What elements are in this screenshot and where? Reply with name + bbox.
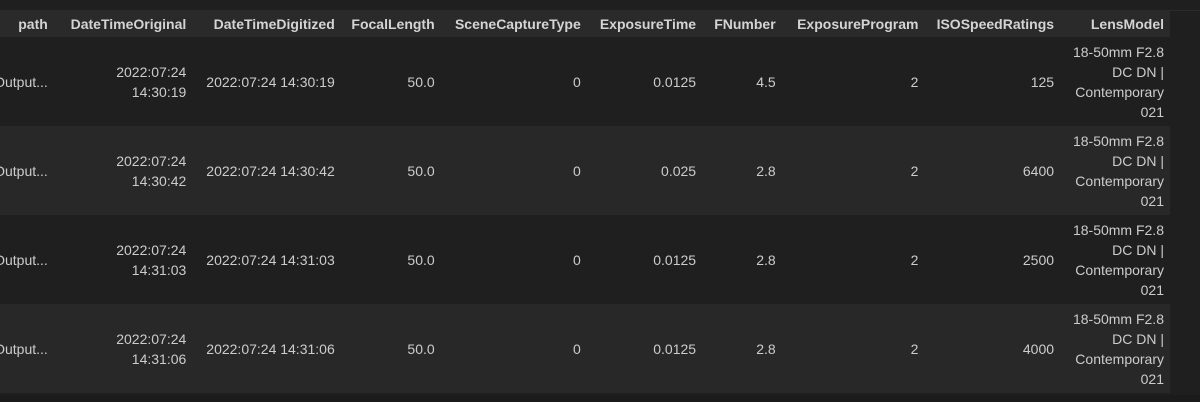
cell-datetimedigitized: 2022:07:24 14:30:19 xyxy=(192,37,341,126)
column-header-lensmodel: LensModel xyxy=(1060,10,1170,37)
cell-path: Output... xyxy=(0,215,54,304)
cell-path: Output... xyxy=(0,304,54,393)
cell-scenecapturetype: 0 xyxy=(440,215,587,304)
column-header-path: path xyxy=(0,10,54,37)
cell-lensmodel: 18-50mm F2.8 DC DN | Contemporary 021 xyxy=(1060,126,1170,215)
cell-isospeedratings: 6400 xyxy=(924,126,1061,215)
cell-scenecapturetype: 0 xyxy=(440,126,587,215)
cell-lensmodel: 18-50mm F2.8 DC DN | Contemporary 021 xyxy=(1060,304,1170,393)
cell-datetimeoriginal: 2022:07:24 14:31:06 xyxy=(53,304,193,393)
column-header-fnumber: FNumber xyxy=(702,10,782,37)
cell-datetimedigitized: 2022:07:24 14:31:03 xyxy=(192,215,341,304)
column-header-scenecapturetype: SceneCaptureType xyxy=(440,10,587,37)
cell-scenecapturetype: 0 xyxy=(440,37,587,126)
cell-exposureprogram: 2 xyxy=(781,304,925,393)
cell-datetimedigitized: 2022:07:24 14:31:06 xyxy=(192,304,341,393)
cell-exposureprogram: 2 xyxy=(781,37,925,126)
cell-fnumber: 2.8 xyxy=(702,304,782,393)
cell-exposureprogram: 2 xyxy=(781,215,925,304)
cell-focallength: 50.0 xyxy=(340,215,441,304)
cell-exposuretime: 0.0125 xyxy=(586,304,703,393)
header-row: path DateTimeOriginal DateTimeDigitized Foc… xyxy=(0,10,1170,37)
cell-focallength: 50.0 xyxy=(340,126,441,215)
cell-datetimeoriginal: 2022:07:24 14:30:42 xyxy=(53,126,193,215)
cell-datetimeoriginal: 2022:07:24 14:30:19 xyxy=(53,37,193,126)
cell-focallength: 50.0 xyxy=(340,304,441,393)
cell-exposuretime: 0.025 xyxy=(586,126,703,215)
column-header-exposuretime: ExposureTime xyxy=(586,10,703,37)
column-header-focallength: FocalLength xyxy=(340,10,441,37)
cell-scenecapturetype: 0 xyxy=(440,304,587,393)
cell-lensmodel: 18-50mm F2.8 DC DN | Contemporary 021 xyxy=(1060,215,1170,304)
cell-path: Output... xyxy=(0,37,54,126)
cell-exposuretime: 0.0125 xyxy=(586,215,703,304)
cell-datetimeoriginal: 2022:07:24 14:31:03 xyxy=(53,215,193,304)
cell-isospeedratings: 4000 xyxy=(924,304,1061,393)
column-header-isospeedratings: ISOSpeedRatings xyxy=(924,10,1061,37)
column-header-datetimeoriginal: DateTimeOriginal xyxy=(53,10,193,37)
column-header-datetimedigitized: DateTimeDigitized xyxy=(192,10,341,37)
output-bottom xyxy=(0,395,1200,402)
cell-fnumber: 4.5 xyxy=(702,37,782,126)
cell-isospeedratings: 125 xyxy=(924,37,1061,126)
cell-exposureprogram: 2 xyxy=(781,126,925,215)
cell-lensmodel: 18-50mm F2.8 DC DN | Contemporary 021 xyxy=(1060,37,1170,126)
cell-isospeedratings: 2500 xyxy=(924,215,1061,304)
cell-datetimedigitized: 2022:07:24 14:30:42 xyxy=(192,126,341,215)
column-header-exposureprogram: ExposureProgram xyxy=(781,10,925,37)
cell-path: Output... xyxy=(0,126,54,215)
cell-fnumber: 2.8 xyxy=(702,215,782,304)
dataframe-table: path DateTimeOriginal DateTimeDigitized Foc… xyxy=(0,10,1170,393)
cell-exposuretime: 0.0125 xyxy=(586,37,703,126)
cell-fnumber: 2.8 xyxy=(702,126,782,215)
cell-focallength: 50.0 xyxy=(340,37,441,126)
